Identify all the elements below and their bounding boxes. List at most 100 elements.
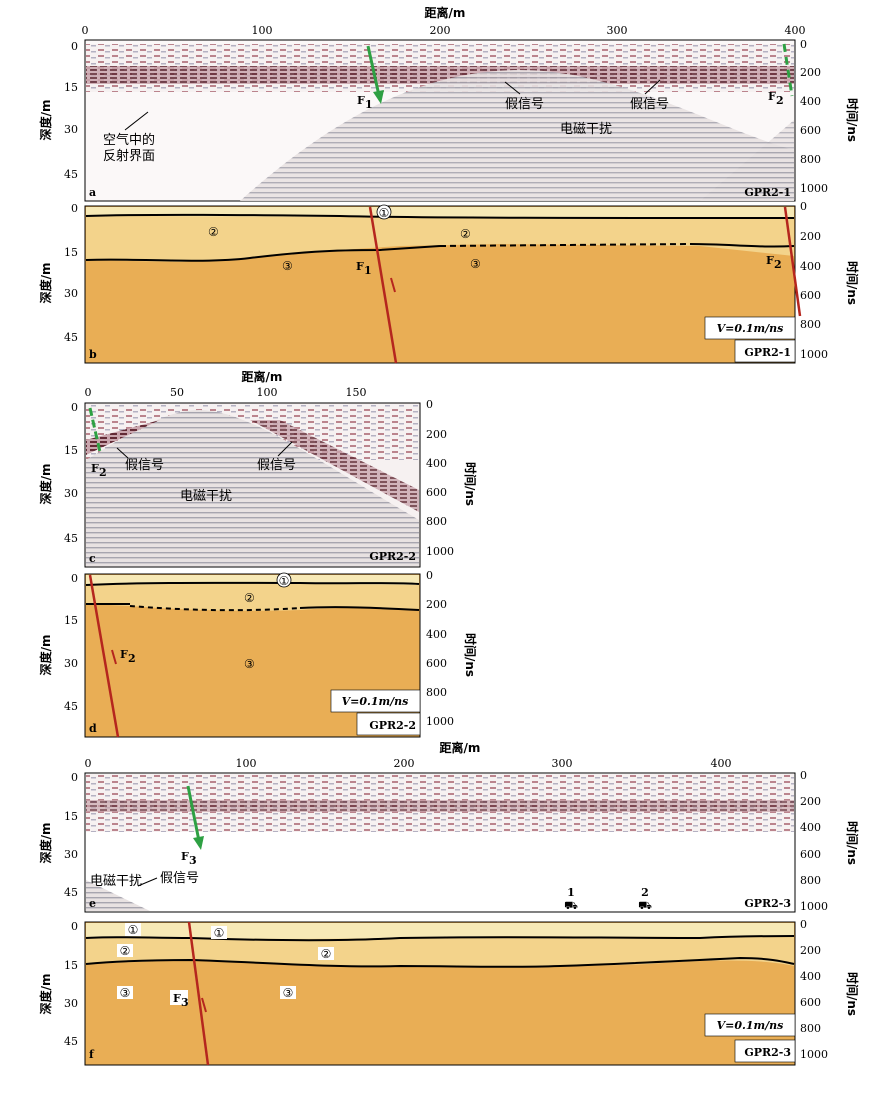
x-tick: 300	[607, 24, 628, 37]
svg-text:V=0.1m/ns: V=0.1m/ns	[717, 1019, 784, 1032]
svg-text:F: F	[91, 462, 99, 475]
svg-text:GPR2-2: GPR2-2	[369, 719, 416, 732]
x-tick: 100	[252, 24, 273, 37]
em-interference-label: 电磁干扰	[560, 122, 612, 137]
svg-text:600: 600	[800, 996, 821, 1009]
svg-text:1: 1	[567, 886, 575, 899]
svg-text:800: 800	[800, 1022, 821, 1035]
svg-text:2: 2	[128, 652, 136, 665]
fault-marker-green	[366, 45, 382, 101]
svg-text:15: 15	[64, 614, 78, 627]
svg-text:15: 15	[64, 444, 78, 457]
svg-text:200: 200	[426, 428, 447, 441]
svg-text:300: 300	[552, 757, 573, 770]
svg-text:15: 15	[64, 246, 78, 259]
svg-text:30: 30	[64, 657, 78, 670]
svg-text:30: 30	[64, 848, 78, 861]
svg-text:0: 0	[800, 38, 807, 51]
svg-text:800: 800	[426, 515, 447, 528]
svg-text:时间/ns: 时间/ns	[463, 462, 478, 506]
svg-text:时间/ns: 时间/ns	[845, 261, 860, 305]
x-tick: 0	[82, 24, 89, 37]
fault-marker-green	[782, 43, 794, 97]
svg-text:③: ③	[470, 257, 481, 271]
velocity-label: V=0.1m/ns	[717, 322, 784, 335]
false-signal-label: 假信号	[505, 97, 544, 112]
svg-text:0: 0	[71, 401, 78, 414]
panel-letter: a	[89, 186, 96, 199]
em-hyperbola	[240, 70, 794, 201]
svg-text:深度/m: 深度/m	[38, 974, 53, 1015]
svg-text:①: ①	[379, 206, 390, 220]
panel-name: GPR2-1	[744, 186, 791, 199]
svg-text:2: 2	[99, 466, 107, 479]
svg-text:d: d	[89, 722, 97, 735]
svg-text:GPR2-3: GPR2-3	[744, 897, 791, 910]
svg-text:45: 45	[64, 886, 78, 899]
time-ticks-a: 0 200 400 600 800 1000	[800, 38, 828, 195]
svg-text:1: 1	[365, 98, 373, 111]
svg-text:200: 200	[800, 944, 821, 957]
svg-text:200: 200	[394, 757, 415, 770]
svg-text:45: 45	[64, 1035, 78, 1048]
svg-text:0: 0	[71, 920, 78, 933]
svg-text:2: 2	[774, 258, 782, 271]
svg-text:0: 0	[85, 386, 92, 399]
svg-text:电磁干扰: 电磁干扰	[90, 874, 142, 889]
svg-text:②: ②	[244, 591, 255, 605]
svg-text:30: 30	[64, 997, 78, 1010]
svg-text:600: 600	[800, 848, 821, 861]
svg-text:③: ③	[244, 657, 255, 671]
svg-text:时间/ns: 时间/ns	[463, 633, 478, 677]
svg-text:假信号: 假信号	[257, 458, 296, 473]
svg-text:V=0.1m/ns: V=0.1m/ns	[342, 695, 409, 708]
svg-text:100: 100	[236, 757, 257, 770]
svg-text:时间/ns: 时间/ns	[845, 972, 860, 1016]
svg-text:F: F	[181, 850, 189, 863]
svg-text:400: 400	[800, 260, 821, 273]
svg-text:15: 15	[64, 810, 78, 823]
svg-text:假信号: 假信号	[160, 871, 199, 886]
svg-text:反射界面: 反射界面	[103, 148, 155, 164]
svg-text:0: 0	[426, 398, 433, 411]
radar-strong-reflection	[86, 66, 794, 84]
panel-f: ① ① ② ② ③ ③ F 3 V=0.1m/ns GPR2-3 f 0 15 …	[38, 918, 860, 1066]
svg-text:F: F	[356, 260, 364, 273]
svg-text:150: 150	[346, 386, 367, 399]
svg-text:深度/m: 深度/m	[38, 635, 53, 676]
svg-text:0: 0	[426, 569, 433, 582]
svg-text:①: ①	[214, 926, 225, 940]
svg-text:电磁干扰: 电磁干扰	[180, 489, 232, 504]
svg-text:600: 600	[800, 124, 821, 137]
svg-text:②: ②	[460, 227, 471, 241]
svg-text:深度/m: 深度/m	[38, 263, 53, 304]
distance-axis-title: 距离/m	[425, 5, 466, 20]
svg-text:3: 3	[189, 854, 197, 867]
svg-text:45: 45	[64, 700, 78, 713]
svg-text:②: ②	[120, 944, 131, 958]
svg-text:⛟: ⛟	[638, 899, 652, 912]
svg-text:e: e	[89, 897, 96, 910]
svg-text:200: 200	[800, 66, 821, 79]
svg-text:②: ②	[208, 225, 219, 239]
svg-text:假信号: 假信号	[125, 458, 164, 473]
svg-text:F: F	[766, 254, 774, 267]
depth-axis-title: 深度/m	[38, 100, 53, 141]
svg-text:45: 45	[64, 532, 78, 545]
fault-line-F2	[783, 206, 802, 317]
svg-text:距离/m: 距离/m	[440, 740, 481, 755]
depth-ticks-b: 0 15 30 45	[64, 202, 78, 344]
svg-text:600: 600	[426, 486, 447, 499]
svg-text:600: 600	[800, 289, 821, 302]
panel-d: ① ② ③ F 2 V=0.1m/ns GPR2-2 d 0 15 30 45 …	[38, 569, 478, 738]
svg-text:①: ①	[128, 923, 139, 937]
svg-text:400: 400	[711, 757, 732, 770]
svg-text:b: b	[89, 348, 97, 361]
svg-text:c: c	[89, 552, 96, 565]
svg-text:200: 200	[426, 598, 447, 611]
svg-text:时间/ns: 时间/ns	[845, 821, 860, 865]
svg-text:50: 50	[170, 386, 184, 399]
svg-text:800: 800	[800, 318, 821, 331]
time-axis-title: 时间/ns	[845, 98, 860, 142]
svg-text:1000: 1000	[426, 715, 454, 728]
